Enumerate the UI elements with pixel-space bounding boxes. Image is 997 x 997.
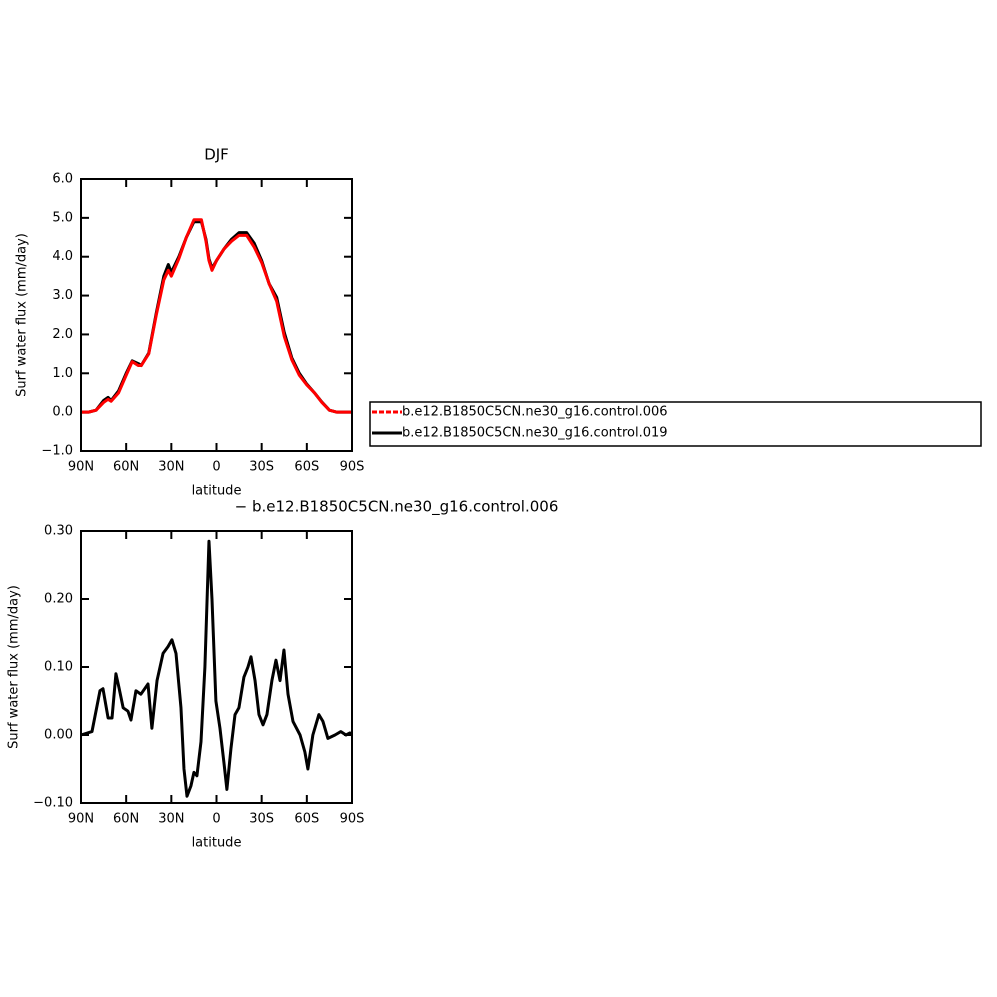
x-tick-label: 90N [68, 460, 94, 475]
x-tick-label: 30S [249, 460, 274, 475]
legend-label: b.e12.B1850C5CN.ne30_g16.control.019 [402, 426, 668, 441]
y-tick-label: −0.10 [33, 796, 73, 811]
x-axis-title: latitude [192, 484, 242, 499]
x-tick-label: 60S [294, 460, 319, 475]
y-tick-label: 2.0 [52, 327, 73, 342]
legend: b.e12.B1850C5CN.ne30_g16.control.006 b.e1… [369, 401, 982, 447]
x-tick-label: 60S [294, 812, 319, 827]
y-axis-title: Surf water flux (mm/day) [7, 585, 22, 749]
data-line [81, 218, 352, 414]
plot-frame [80, 530, 353, 804]
x-tick-label: 60N [113, 460, 139, 475]
y-tick-label: 6.0 [52, 172, 73, 187]
x-tick-label: 30N [158, 460, 184, 475]
y-tick-label: 0.30 [44, 524, 73, 539]
y-tick-label: 0.00 [44, 728, 73, 743]
y-tick-label: 4.0 [52, 249, 73, 264]
y-tick-label: 0.10 [44, 660, 73, 675]
y-tick-label: 5.0 [52, 210, 73, 225]
y-tick-label: 3.0 [52, 288, 73, 303]
y-axis-title: Surf water flux (mm/day) [15, 233, 30, 397]
x-tick-label: 60N [113, 812, 139, 827]
plot-frame [80, 178, 353, 452]
legend-box [369, 401, 982, 447]
x-tick-label: 30S [249, 812, 274, 827]
x-tick-label: 30N [158, 812, 184, 827]
y-tick-label: 1.0 [52, 366, 73, 381]
x-tick-label: 90S [340, 812, 365, 827]
legend-label: b.e12.B1850C5CN.ne30_g16.control.006 [402, 405, 668, 420]
chart-title: DJF [204, 146, 229, 164]
x-tick-label: 90S [340, 460, 365, 475]
x-tick-label: 0 [212, 812, 220, 827]
y-tick-label: −1.0 [41, 444, 73, 459]
y-tick-label: 0.20 [44, 592, 73, 607]
x-tick-label: 90N [68, 812, 94, 827]
chart-title: − b.e12.B1850C5CN.ne30_g16.control.006 [235, 498, 559, 517]
x-tick-label: 0 [212, 460, 220, 475]
data-line [80, 539, 354, 798]
y-tick-label: 0.0 [52, 405, 73, 420]
x-axis-title: latitude [192, 836, 242, 851]
